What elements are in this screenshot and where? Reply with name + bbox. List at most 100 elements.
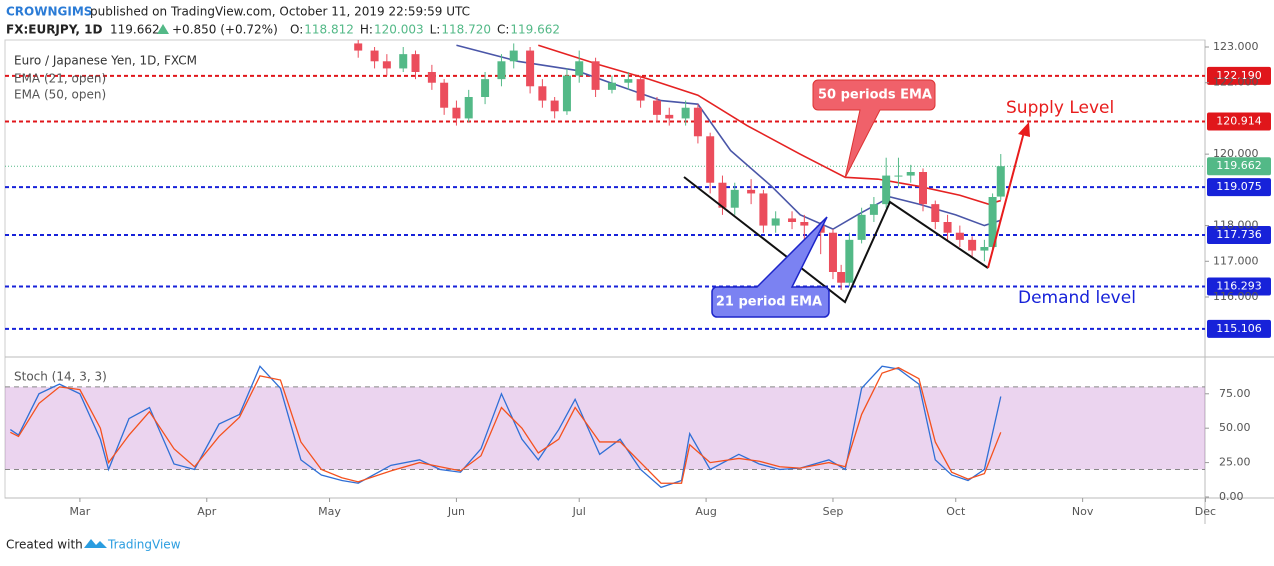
ohlc-key: O: xyxy=(290,23,303,37)
y-tick-label: 25.00 xyxy=(1219,456,1251,469)
axes: 122.190 120.914 119.075 117.736 116.293 115.1… xyxy=(70,40,1271,518)
x-tick-label: Jul xyxy=(572,505,586,518)
x-tick-label: Nov xyxy=(1072,505,1094,518)
candle-body xyxy=(800,222,809,226)
level-label: 122.190 xyxy=(1216,69,1262,82)
candle-body xyxy=(771,218,780,226)
y-tick-label: 117.000 xyxy=(1213,254,1259,267)
ohlc-key: L: xyxy=(430,23,441,37)
candle-body xyxy=(562,75,571,112)
candle-body xyxy=(538,86,547,101)
candle-body xyxy=(411,54,420,72)
ema21-callout xyxy=(711,216,830,318)
candle-body xyxy=(681,107,690,119)
legend-entry: EMA (21, open) xyxy=(14,72,106,86)
y-tick-label: 0.00 xyxy=(1219,490,1244,503)
level-tag xyxy=(1207,112,1271,131)
candle-body xyxy=(452,107,461,119)
author: CROWNGIMS xyxy=(6,5,92,19)
candle-body xyxy=(464,97,473,119)
level-tag xyxy=(1207,178,1271,197)
candle-body xyxy=(988,197,997,247)
candle-body xyxy=(894,175,903,177)
y-tick-label: 122.000 xyxy=(1213,76,1259,89)
candle-body xyxy=(837,272,846,283)
level-label: 116.293 xyxy=(1216,280,1262,293)
ohlc-value: 118.812 xyxy=(304,23,354,37)
level-label: 115.106 xyxy=(1216,322,1262,335)
candle-body xyxy=(980,247,989,251)
x-tick-label: Dec xyxy=(1195,505,1216,518)
candle-body xyxy=(526,50,535,87)
candle-body xyxy=(718,182,727,208)
price: 119.662 xyxy=(110,23,160,37)
stoch-line xyxy=(10,366,1002,484)
x-tick-label: Sep xyxy=(823,505,844,518)
y-tick-label: 75.00 xyxy=(1219,387,1251,400)
candle-body xyxy=(828,232,837,272)
ohlc-value: 118.720 xyxy=(441,23,491,37)
level-tag xyxy=(1207,277,1271,296)
candle-body xyxy=(624,79,633,83)
ohlc: O: 118.812 H: 120.003 L: 118.720 C: 119.662 xyxy=(290,23,560,37)
candle-body xyxy=(652,100,661,115)
candle-body xyxy=(869,204,878,215)
candle-body xyxy=(955,232,964,240)
x-tick-label: May xyxy=(318,505,341,518)
candle-body xyxy=(730,189,739,208)
up-arrow xyxy=(157,24,169,34)
candle-body xyxy=(427,72,436,83)
tv-logo xyxy=(84,539,107,548)
last-price-tag xyxy=(1207,157,1271,176)
y-tick-label: 123.000 xyxy=(1213,40,1259,53)
x-tick-label: Oct xyxy=(946,505,966,518)
stoch-band xyxy=(5,386,1205,470)
footer-created: Created with xyxy=(6,538,83,552)
candle-body xyxy=(497,61,506,80)
ohlc-value: 119.662 xyxy=(510,23,560,37)
ema-line xyxy=(538,44,1001,205)
candle-body xyxy=(996,166,1005,197)
candle-body xyxy=(747,189,756,194)
candle-body xyxy=(399,54,408,69)
candle-body xyxy=(440,82,449,108)
supply-arrow xyxy=(987,131,1025,269)
symbol: FX:EURJPY, 1D xyxy=(6,23,102,37)
x-tick-label: Jun xyxy=(447,505,465,518)
y-tick-label: 120.000 xyxy=(1213,147,1259,160)
chart-title: Euro / Japanese Yen, 1D, FXCM xyxy=(14,54,197,68)
candle-body xyxy=(857,214,866,240)
x-tick-label: Apr xyxy=(197,505,217,518)
candle-body xyxy=(481,79,490,97)
candle-body xyxy=(845,239,854,283)
candle-body xyxy=(382,61,391,69)
level-tag xyxy=(1207,66,1271,85)
level-tag xyxy=(1207,319,1271,338)
annotation: Demand level xyxy=(1018,288,1136,308)
annotation: 21 period EMA xyxy=(716,295,822,310)
published: published on TradingView.com, October 11… xyxy=(90,5,470,19)
level-label: 120.914 xyxy=(1216,115,1262,128)
footer-brand[interactable]: TradingView xyxy=(107,538,181,552)
candle-body xyxy=(354,43,363,51)
candle-body xyxy=(788,218,797,222)
ohlc-key: C: xyxy=(497,23,509,37)
level-label: 119.075 xyxy=(1216,180,1262,193)
annotation: Supply Level xyxy=(1006,98,1114,118)
candle-body xyxy=(931,204,940,222)
ohlc-key: H: xyxy=(360,23,373,37)
candle-body xyxy=(575,61,584,76)
change: +0.850 (+0.72%) xyxy=(172,23,278,37)
stoch-line xyxy=(9,365,1002,489)
candle-body xyxy=(665,114,674,119)
candle-body xyxy=(706,136,715,183)
candle-body xyxy=(591,61,600,90)
candle-body xyxy=(906,172,915,176)
candle-body xyxy=(509,50,518,62)
ema50-callout xyxy=(812,79,936,179)
ohlc-value: 120.003 xyxy=(374,23,424,37)
candle-body xyxy=(636,79,645,101)
y-tick-label: 118.000 xyxy=(1213,219,1259,232)
